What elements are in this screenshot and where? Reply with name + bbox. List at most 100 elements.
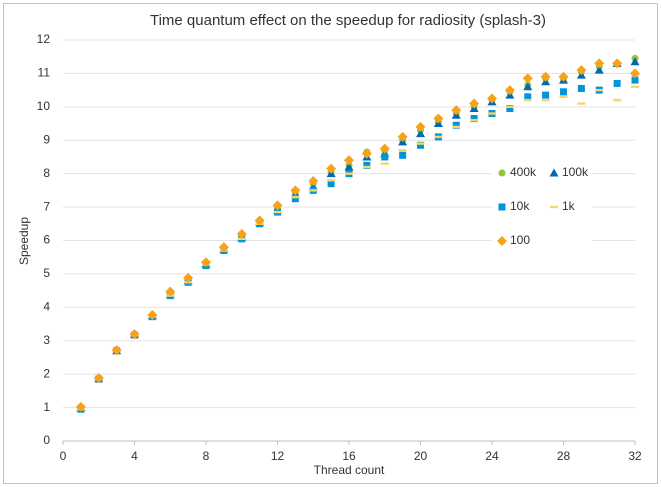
y-tick-label: 1	[43, 400, 50, 414]
point	[542, 91, 550, 99]
point	[523, 82, 533, 91]
x-tick-label: 28	[557, 449, 571, 463]
point	[613, 98, 622, 102]
point	[560, 88, 567, 96]
legend-marker	[498, 203, 506, 211]
x-tick-label: 32	[628, 449, 642, 463]
point	[504, 85, 515, 96]
point	[577, 84, 585, 92]
point	[183, 272, 194, 283]
legend-box	[492, 157, 592, 257]
point	[93, 373, 104, 384]
x-tick-label: 12	[271, 449, 285, 463]
y-tick-label: 7	[43, 199, 50, 213]
chart-title: Time quantum effect on the speedup for r…	[150, 12, 546, 29]
point	[433, 113, 444, 124]
point	[290, 185, 301, 196]
point	[399, 151, 407, 159]
point	[309, 189, 318, 192]
point	[523, 98, 532, 102]
y-tick-label: 2	[43, 366, 50, 380]
point	[416, 129, 425, 138]
point	[576, 65, 587, 76]
point	[524, 93, 532, 101]
point	[236, 228, 247, 239]
legend-label: 400k	[510, 165, 537, 179]
legend-marker	[498, 169, 506, 177]
point	[452, 121, 460, 129]
point	[417, 141, 424, 149]
point	[254, 215, 265, 226]
point	[630, 68, 640, 79]
point	[345, 172, 353, 175]
legend-label: 1k	[562, 199, 576, 213]
x-axis-label: Thread count	[314, 463, 385, 477]
y-tick-label: 12	[37, 32, 51, 46]
point	[237, 237, 246, 241]
legend-label: 100k	[562, 165, 589, 179]
point	[291, 195, 300, 199]
point	[540, 71, 551, 82]
point	[594, 65, 604, 74]
point	[380, 162, 389, 165]
point	[613, 79, 621, 87]
point	[201, 257, 211, 268]
point	[327, 179, 336, 182]
point	[397, 131, 408, 142]
point	[147, 310, 158, 321]
point	[577, 102, 586, 105]
y-tick-label: 6	[43, 233, 50, 247]
point	[416, 142, 425, 145]
legend-marker	[550, 205, 558, 209]
point	[308, 176, 319, 187]
point	[415, 121, 426, 132]
point	[488, 112, 496, 115]
point	[363, 161, 371, 169]
point	[218, 242, 229, 253]
point	[434, 135, 443, 139]
point	[111, 345, 122, 356]
x-tick-label: 16	[342, 449, 356, 463]
point	[326, 163, 337, 174]
point	[129, 329, 140, 340]
point	[541, 98, 550, 102]
point	[506, 105, 514, 113]
point	[273, 210, 282, 214]
point	[469, 98, 480, 109]
point	[522, 73, 533, 84]
point	[344, 155, 354, 166]
legend-marker	[549, 168, 559, 177]
point	[291, 195, 299, 203]
point	[327, 180, 335, 188]
y-tick-label: 11	[38, 66, 51, 80]
legend-label: 10k	[510, 199, 530, 213]
point	[559, 95, 568, 99]
point	[470, 119, 479, 122]
x-tick-label: 0	[60, 449, 67, 463]
point	[361, 148, 372, 159]
point	[612, 58, 623, 69]
y-tick-label: 10	[37, 99, 51, 113]
point	[505, 105, 514, 109]
point	[75, 401, 86, 412]
point	[630, 57, 640, 66]
point	[487, 93, 497, 104]
y-tick-label: 4	[43, 300, 50, 314]
point	[344, 162, 354, 171]
y-tick-label: 5	[43, 266, 50, 280]
x-tick-label: 4	[131, 449, 138, 463]
point	[470, 115, 478, 123]
point	[165, 286, 176, 297]
point	[379, 143, 390, 154]
y-tick-label: 8	[43, 166, 50, 180]
y-tick-label: 3	[43, 333, 50, 347]
point	[631, 76, 639, 84]
point	[398, 149, 407, 152]
x-tick-label: 8	[203, 449, 210, 463]
point	[451, 105, 462, 116]
y-tick-label: 0	[43, 433, 50, 447]
x-tick-label: 20	[414, 449, 428, 463]
legend-label: 100	[510, 233, 530, 247]
y-tick-label: 9	[43, 132, 50, 146]
